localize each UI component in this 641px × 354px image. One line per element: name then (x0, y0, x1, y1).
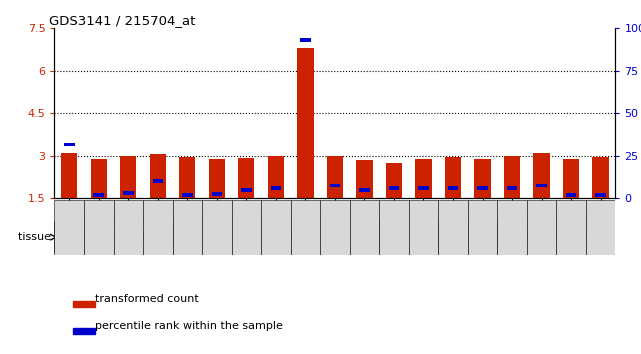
Bar (566, 193, 576, 197)
Bar (209, 159, 225, 198)
Bar (356, 160, 372, 198)
Bar (261, 200, 290, 255)
Bar (537, 184, 547, 187)
Text: GDS3141 / 215704_at: GDS3141 / 215704_at (49, 14, 196, 27)
Bar (182, 193, 192, 197)
Bar (556, 200, 586, 255)
Bar (388, 187, 399, 190)
Bar (231, 200, 261, 255)
Bar (150, 154, 166, 198)
Text: percentile rank within the sample: percentile rank within the sample (95, 321, 283, 331)
Bar (84, 200, 113, 255)
Bar (300, 38, 311, 42)
Bar (507, 187, 517, 190)
Text: transverse colon: transverse colon (519, 233, 594, 242)
Bar (172, 221, 379, 253)
Text: transformed count: transformed count (95, 294, 199, 304)
Bar (64, 143, 74, 146)
Bar (123, 191, 133, 195)
Bar (595, 193, 606, 197)
Bar (120, 156, 137, 198)
Bar (73, 301, 95, 307)
Bar (320, 200, 350, 255)
Bar (445, 157, 461, 198)
Bar (527, 200, 556, 255)
Bar (379, 200, 409, 255)
Bar (90, 159, 107, 198)
Bar (474, 159, 490, 198)
Bar (113, 200, 143, 255)
Bar (54, 221, 172, 253)
Bar (497, 200, 527, 255)
Bar (504, 156, 520, 198)
Bar (238, 158, 254, 198)
Bar (212, 192, 222, 196)
Bar (94, 193, 104, 197)
Bar (497, 221, 615, 253)
Bar (143, 200, 172, 255)
Bar (350, 200, 379, 255)
Bar (386, 163, 402, 198)
Bar (586, 200, 615, 255)
Bar (592, 157, 609, 198)
Bar (418, 187, 429, 190)
Bar (478, 187, 488, 190)
Bar (54, 200, 84, 255)
Bar (73, 328, 95, 334)
Bar (268, 156, 284, 198)
Bar (415, 159, 431, 198)
Bar (563, 159, 579, 198)
Bar (379, 221, 438, 253)
Bar (447, 187, 458, 190)
Bar (327, 156, 343, 198)
Text: rectum: rectum (260, 233, 292, 242)
Bar (409, 200, 438, 255)
Text: ascending colon: ascending colon (372, 233, 445, 242)
Bar (179, 157, 196, 198)
Bar (202, 200, 231, 255)
Bar (468, 200, 497, 255)
Bar (297, 48, 313, 198)
Bar (290, 200, 320, 255)
Text: sigmoid colon: sigmoid colon (82, 233, 145, 242)
Text: tissue: tissue (18, 232, 54, 242)
Bar (61, 153, 78, 198)
Bar (359, 188, 370, 192)
Bar (241, 188, 252, 192)
Bar (172, 200, 202, 255)
Bar (533, 154, 550, 198)
Bar (438, 200, 468, 255)
Text: cecum: cecum (453, 233, 483, 242)
Bar (329, 184, 340, 187)
Bar (271, 187, 281, 190)
Bar (153, 179, 163, 183)
Bar (438, 221, 497, 253)
